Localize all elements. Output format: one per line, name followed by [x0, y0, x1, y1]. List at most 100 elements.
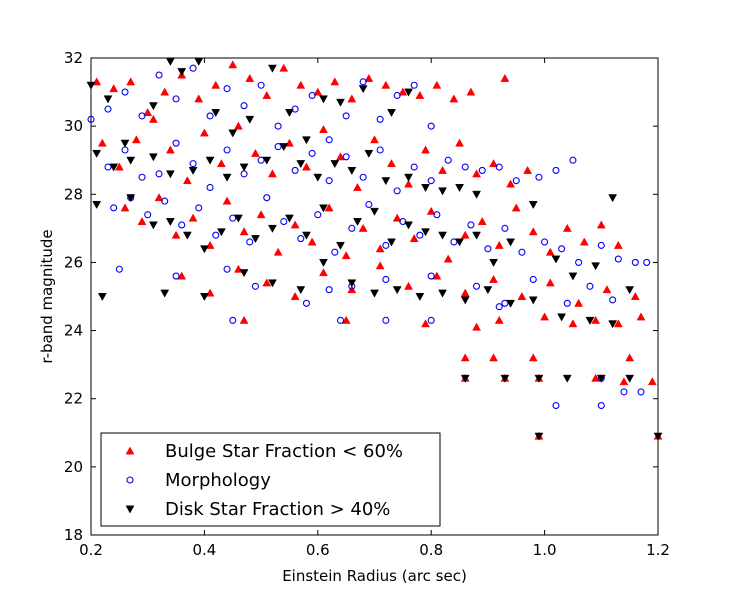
data-point: [121, 88, 129, 96]
data-point: [177, 271, 187, 280]
data-point: [608, 194, 618, 203]
data-point: [296, 286, 306, 295]
data-point: [381, 177, 391, 186]
data-point: [313, 87, 323, 96]
data-point: [296, 160, 306, 169]
data-point: [291, 166, 299, 174]
data-point: [205, 240, 215, 249]
data-point: [585, 316, 595, 325]
data-point: [438, 231, 447, 240]
data-point: [460, 288, 470, 297]
data-point: [472, 190, 481, 199]
data-point: [205, 156, 215, 165]
y-tick-label: 32: [64, 49, 83, 67]
data-point: [370, 289, 379, 298]
data-point: [596, 220, 606, 229]
data-point: [165, 145, 175, 154]
data-point: [529, 275, 537, 284]
x-tick-label: 1.0: [533, 541, 557, 559]
data-point: [455, 184, 464, 192]
data-point: [120, 139, 130, 148]
data-point: [387, 109, 396, 118]
data-point: [568, 272, 578, 281]
data-point: [126, 77, 136, 86]
data-point: [473, 282, 481, 290]
data-point: [415, 293, 425, 302]
data-point: [172, 95, 180, 103]
data-point: [523, 165, 533, 174]
data-point: [212, 231, 220, 239]
data-point: [495, 163, 503, 171]
data-point: [382, 275, 390, 284]
data-point: [240, 102, 248, 110]
data-point: [103, 95, 113, 104]
data-point: [189, 160, 197, 168]
data-point: [404, 281, 413, 290]
data-point: [251, 282, 259, 290]
data-point: [268, 64, 277, 73]
data-point: [182, 176, 192, 185]
x-tick-label: 1.2: [646, 541, 670, 559]
data-point: [279, 143, 289, 152]
data-point: [472, 322, 481, 331]
data-point: [541, 238, 549, 246]
data-point: [382, 316, 390, 324]
data-point: [324, 203, 334, 212]
data-point: [613, 319, 623, 328]
data-point: [438, 187, 447, 196]
data-point: [126, 194, 136, 203]
data-point: [613, 240, 623, 249]
data-point: [484, 245, 492, 253]
data-point: [229, 214, 237, 222]
data-point: [160, 289, 170, 298]
data-point: [359, 78, 367, 86]
data-point: [467, 221, 475, 229]
data-point: [199, 245, 209, 254]
data-point: [404, 221, 413, 230]
data-point: [460, 230, 470, 239]
data-point: [330, 77, 340, 86]
data-point: [285, 109, 294, 118]
x-tick-label: 0.4: [192, 541, 216, 559]
data-point: [341, 315, 351, 324]
data-point: [410, 163, 418, 171]
data-point: [364, 149, 374, 158]
data-point: [591, 315, 601, 324]
data-point: [336, 98, 345, 107]
data-point: [285, 214, 294, 223]
data-point: [460, 296, 470, 305]
x-tick-label: 0.2: [79, 541, 103, 559]
data-point: [268, 279, 277, 288]
data-point: [279, 63, 289, 72]
data-point: [608, 320, 618, 329]
data-point: [262, 90, 272, 99]
data-point: [97, 138, 107, 147]
data-point: [233, 214, 243, 223]
data-point: [455, 138, 464, 147]
data-point: [325, 136, 333, 144]
data-point: [302, 231, 311, 240]
data-point: [155, 170, 163, 178]
data-point: [245, 115, 255, 124]
data-point: [199, 128, 209, 137]
data-point: [552, 401, 560, 410]
data-point: [273, 247, 283, 256]
data-point: [109, 84, 119, 93]
data-point: [178, 221, 186, 229]
data-point: [382, 241, 390, 249]
data-point: [591, 262, 601, 271]
data-point: [336, 316, 345, 324]
data-point: [545, 247, 555, 256]
data-point: [438, 289, 447, 298]
data-point: [358, 223, 368, 232]
legend-marker: [125, 446, 135, 455]
data-point: [336, 241, 345, 250]
chart-marks: [86, 57, 663, 441]
data-point: [319, 268, 328, 277]
data-point: [228, 129, 238, 138]
legend-label: Bulge Star Fraction < 60%: [165, 441, 403, 462]
data-point: [449, 94, 459, 103]
data-point: [359, 173, 367, 181]
data-point: [233, 121, 243, 130]
